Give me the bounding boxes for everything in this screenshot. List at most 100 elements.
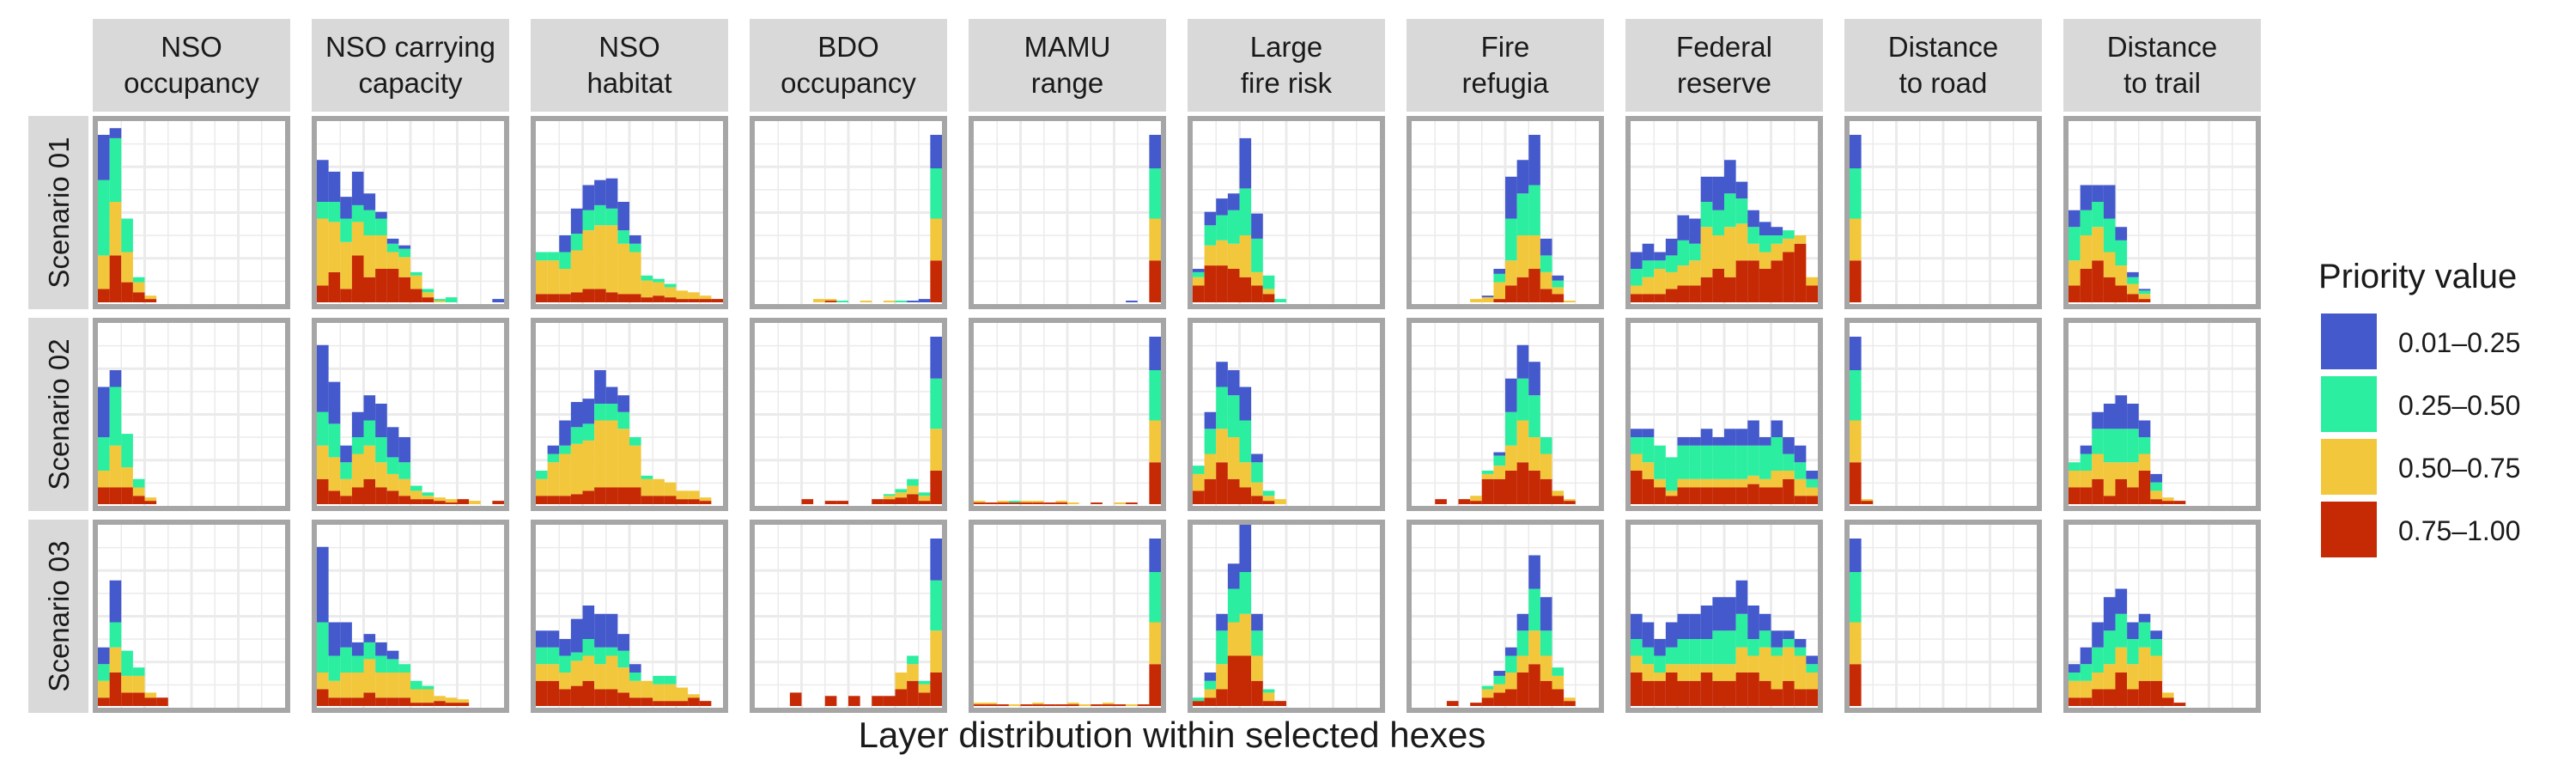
- panel-border: [1406, 318, 1604, 511]
- panel-r0-c2: [531, 116, 728, 309]
- histogram-bar-p1: [1700, 429, 1713, 446]
- histogram-bar-p4: [605, 689, 618, 706]
- histogram-bar-p2: [1631, 437, 1643, 454]
- histogram-bar-p4: [1677, 285, 1690, 302]
- histogram-bar-p3: [1216, 240, 1228, 266]
- histogram-bar-p3: [434, 301, 446, 302]
- histogram-bar-p3: [144, 295, 157, 300]
- histogram-bar-p3: [1759, 478, 1771, 488]
- histogram-bar-p1: [1505, 378, 1517, 412]
- histogram-bar-p4: [883, 499, 896, 504]
- x-axis-title: Layer distribution within selected hexes: [859, 715, 1486, 755]
- histogram-bar-p4: [1665, 289, 1678, 302]
- histogram-bar-p3: [1055, 501, 1068, 503]
- panel-border: [969, 520, 1166, 713]
- histogram-bar-p2: [1794, 647, 1807, 656]
- histogram-bar-p1: [1642, 622, 1655, 648]
- panel-border: [531, 520, 728, 713]
- histogram-bar-p2: [1481, 471, 1494, 474]
- histogram-bar-p4: [1043, 502, 1056, 504]
- histogram-bar-p3: [317, 445, 329, 479]
- panel-r0-c4: [969, 116, 1166, 309]
- histogram-bar-p4: [930, 673, 943, 706]
- histogram-bar-p3: [2080, 235, 2093, 269]
- histogram-bar-p4: [699, 501, 712, 504]
- histogram-bar-p4: [1850, 260, 1862, 302]
- histogram-bar-p2: [1783, 639, 1795, 648]
- histogram-bar-p3: [2138, 647, 2151, 681]
- histogram-bar-p4: [1642, 478, 1655, 504]
- histogram-bar-p1: [1724, 160, 1736, 194]
- histogram-bar-p2: [386, 659, 399, 673]
- histogram-bar-p1: [1771, 630, 1783, 648]
- histogram-bar-p4: [930, 260, 943, 302]
- panel-r0-c9: [2063, 116, 2261, 309]
- histogram-bar-p3: [1724, 227, 1736, 277]
- histogram-bar-p2: [2103, 218, 2116, 253]
- histogram-bar-p3: [386, 252, 399, 269]
- histogram-bar-p4: [398, 277, 411, 302]
- legend-swatch-p2: [2321, 376, 2377, 432]
- histogram-bar-p2: [398, 248, 411, 258]
- histogram-bar-p3: [2092, 673, 2104, 690]
- histogram-bar-p2: [1274, 299, 1287, 302]
- histogram-bar-p1: [1204, 211, 1217, 226]
- histogram-bar-p1: [1505, 176, 1517, 219]
- histogram-bar-p2: [109, 622, 122, 648]
- histogram-bar-p2: [121, 650, 133, 676]
- histogram-bar-p4: [1665, 673, 1678, 706]
- col-strip-1: [312, 19, 509, 112]
- histogram-bar-p4: [2162, 697, 2174, 706]
- histogram-bar-p3: [1032, 501, 1044, 503]
- histogram-bar-p2: [1747, 445, 1759, 476]
- histogram-bar-p4: [1642, 680, 1655, 706]
- histogram-bar-p3: [1642, 462, 1655, 479]
- panel-r1-c9: [2063, 318, 2261, 511]
- histogram-bar-p3: [351, 453, 364, 488]
- histogram-bar-p2: [422, 492, 434, 496]
- histogram-bar-p4: [664, 496, 677, 504]
- histogram-bar-p4: [1493, 692, 1506, 706]
- histogram-bar-p3: [1665, 664, 1678, 673]
- histogram-bar-p4: [1193, 490, 1205, 504]
- histogram-bar-p3: [1493, 684, 1506, 693]
- histogram-bar-p1: [1747, 606, 1759, 639]
- histogram-bar-p3: [422, 292, 434, 298]
- legend-label: 0.50–0.75: [2398, 453, 2520, 484]
- histogram-bar-p2: [559, 445, 571, 454]
- histogram-bar-p1: [1665, 622, 1678, 648]
- histogram-bar-p3: [121, 467, 133, 488]
- histogram-bar-p4: [1677, 487, 1690, 504]
- histogram-bar-p3: [445, 697, 458, 703]
- histogram-bar-p4: [653, 496, 665, 504]
- histogram-bar-p2: [895, 489, 908, 493]
- histogram-bar-p1: [317, 546, 329, 623]
- histogram-bar-p2: [605, 208, 618, 226]
- histogram-bar-p4: [109, 487, 122, 504]
- histogram-bar-p4: [121, 282, 133, 302]
- histogram-bar-p3: [1735, 478, 1748, 488]
- histogram-bar-p3: [340, 673, 352, 698]
- histogram-bar-p1: [2092, 411, 2104, 429]
- histogram-bar-p4: [699, 701, 712, 706]
- histogram-bar-p3: [930, 429, 943, 471]
- histogram-bar-p4: [1493, 478, 1506, 504]
- histogram-bar-p1: [1516, 344, 1529, 379]
- histogram-bar-p4: [582, 289, 595, 302]
- histogram-bar-p3: [2080, 680, 2093, 698]
- histogram-bar-p3: [1794, 478, 1807, 496]
- histogram-bar-p3: [1677, 265, 1690, 286]
- histogram-bar-p3: [410, 689, 422, 703]
- histogram-bar-p2: [1724, 193, 1736, 228]
- histogram-bar-p4: [536, 680, 548, 706]
- panel-border: [1844, 318, 2042, 511]
- histogram-bar-p3: [1724, 478, 1736, 488]
- histogram-bar-p3: [2103, 462, 2116, 496]
- histogram-bar-p3: [629, 252, 641, 295]
- panel-r1-c8: [1844, 318, 2042, 511]
- histogram-bar-p1: [594, 613, 606, 648]
- histogram-bar-p4: [1193, 701, 1205, 706]
- histogram-bar-p4: [1067, 704, 1079, 706]
- histogram-bar-p3: [699, 497, 712, 502]
- histogram-bar-p1: [605, 613, 618, 648]
